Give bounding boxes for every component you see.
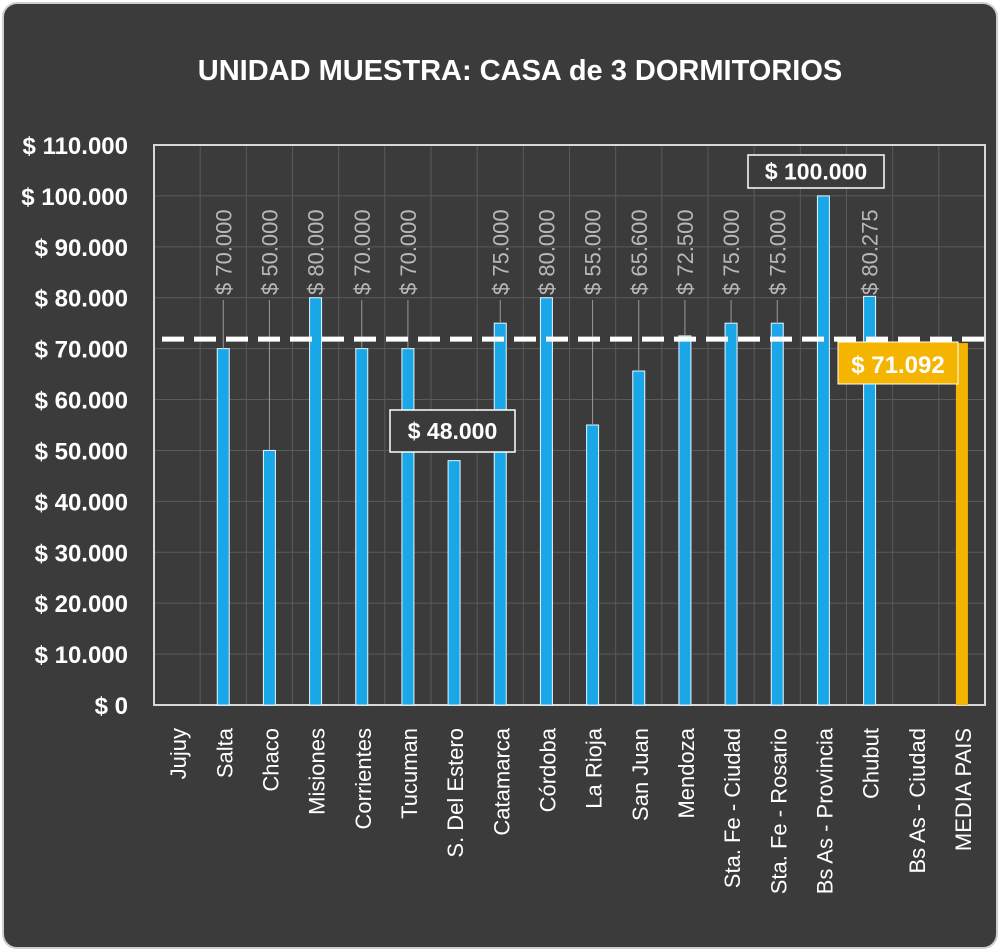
data-label: $ 65.600 bbox=[627, 209, 652, 295]
y-tick-label: $ 80.000 bbox=[35, 286, 128, 313]
average-label-box bbox=[837, 341, 959, 385]
x-tick-label: Misiones bbox=[305, 728, 330, 815]
bar bbox=[539, 297, 553, 706]
y-tick-label: $ 110.000 bbox=[23, 133, 128, 160]
average-bar bbox=[955, 343, 968, 705]
data-label: $ 70.000 bbox=[396, 209, 421, 295]
x-tick-label: Córdoba bbox=[535, 727, 560, 812]
x-tick-label: S. Del Estero bbox=[443, 728, 468, 858]
data-label: $ 48.000 bbox=[408, 418, 498, 444]
x-tick-label: Tucuman bbox=[397, 728, 422, 819]
data-label: $ 70.000 bbox=[211, 209, 236, 295]
y-tick-label: $ 0 bbox=[95, 693, 128, 720]
y-tick-label: $ 50.000 bbox=[35, 438, 128, 465]
y-tick-label: $ 60.000 bbox=[35, 388, 128, 415]
x-tick-label: Catamarca bbox=[489, 727, 514, 835]
bar bbox=[355, 348, 369, 706]
x-tick-label: Jujuy bbox=[166, 728, 191, 779]
x-tick-label: Corrientes bbox=[351, 728, 376, 829]
bar bbox=[309, 297, 323, 706]
x-tick-label: Salta bbox=[212, 727, 237, 778]
bar bbox=[816, 195, 830, 706]
x-tick-label: Bs As - Ciudad bbox=[905, 728, 930, 874]
data-label: $ 100.000 bbox=[765, 159, 867, 185]
x-tick-label: San Juan bbox=[628, 728, 653, 821]
data-label: $ 80.000 bbox=[304, 209, 329, 295]
y-tick-label: $ 20.000 bbox=[35, 591, 128, 618]
data-label: $ 75.000 bbox=[488, 209, 513, 295]
data-label: $ 72.500 bbox=[673, 209, 698, 295]
data-label: $ 70.000 bbox=[350, 209, 375, 295]
average-label: $ 71.092 bbox=[851, 352, 944, 379]
bar bbox=[678, 335, 692, 706]
x-tick-label: Sta. Fe - Ciudad bbox=[720, 728, 745, 888]
chart-title: UNIDAD MUESTRA: CASA de 3 DORMITORIOS bbox=[198, 55, 842, 87]
data-label: $ 80.275 bbox=[858, 209, 883, 295]
data-label: $ 75.000 bbox=[719, 209, 744, 295]
plot-area-border bbox=[153, 144, 986, 706]
x-tick-label: Chaco bbox=[258, 728, 283, 792]
y-tick-label: $ 10.000 bbox=[35, 642, 128, 669]
x-tick-label: La Rioja bbox=[582, 727, 607, 808]
bar bbox=[216, 348, 230, 706]
data-label: $ 50.000 bbox=[257, 209, 282, 295]
data-label: $ 75.000 bbox=[765, 209, 790, 295]
y-tick-label: $ 40.000 bbox=[35, 489, 128, 516]
data-label: $ 80.000 bbox=[534, 209, 559, 295]
bar bbox=[632, 370, 646, 706]
bar bbox=[401, 348, 415, 706]
bar bbox=[770, 322, 784, 706]
y-tick-label: $ 30.000 bbox=[35, 540, 128, 567]
y-tick-label: $ 100.000 bbox=[21, 184, 128, 211]
x-tick-label: Bs As - Provincia bbox=[812, 727, 837, 894]
bar bbox=[863, 295, 877, 706]
bar bbox=[262, 449, 276, 706]
data-label: $ 55.000 bbox=[581, 209, 606, 295]
x-tick-label: Sta. Fe - Rosario bbox=[766, 728, 791, 894]
y-tick-label: $ 90.000 bbox=[35, 235, 128, 262]
x-tick-label: MEDIA PAIS bbox=[951, 728, 976, 851]
x-tick-label: Mendoza bbox=[674, 727, 699, 818]
y-tick-label: $ 70.000 bbox=[35, 337, 128, 364]
highlight-label-box bbox=[747, 154, 885, 189]
bar bbox=[493, 322, 507, 706]
bar bbox=[586, 424, 600, 706]
bar bbox=[724, 322, 738, 706]
highlight-label-box bbox=[389, 409, 516, 453]
x-tick-label: Chubut bbox=[859, 728, 884, 799]
bar bbox=[447, 460, 461, 706]
